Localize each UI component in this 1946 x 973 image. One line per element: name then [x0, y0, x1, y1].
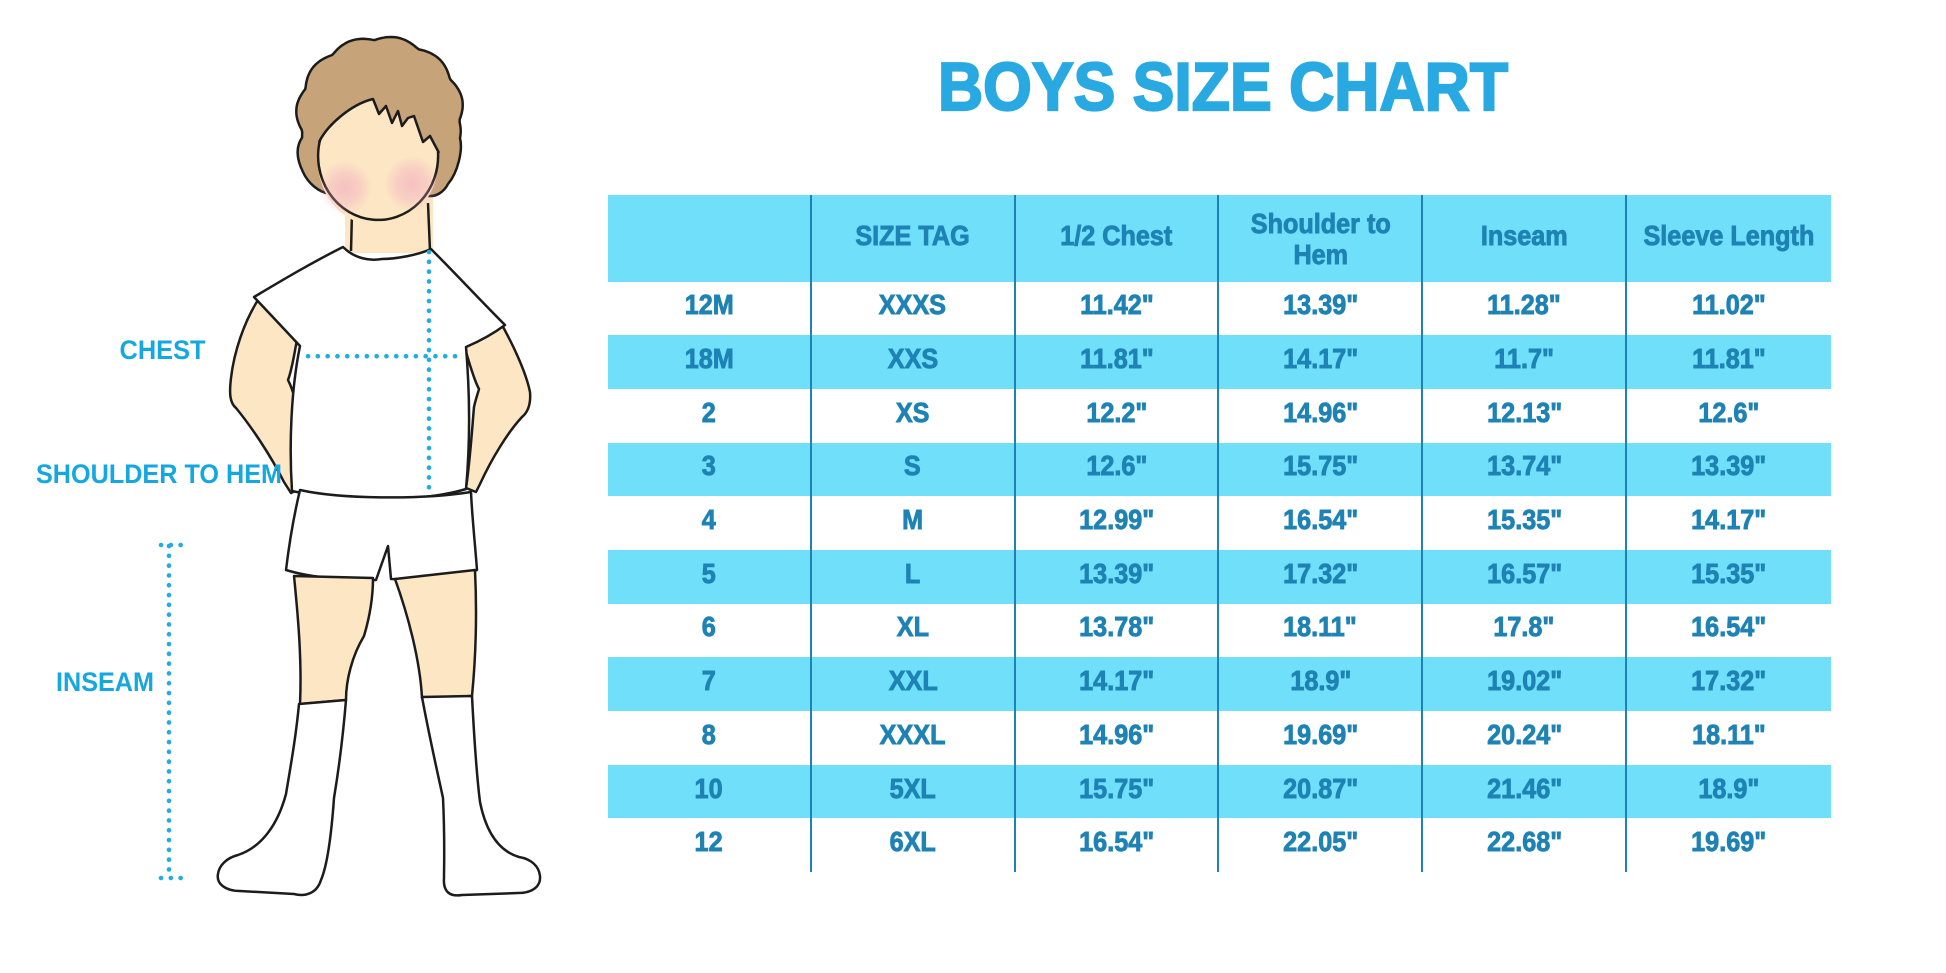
svg-text:SHOULDER TO HEM: SHOULDER TO HEM	[36, 459, 282, 489]
svg-text:INSEAM: INSEAM	[56, 667, 154, 697]
svg-text:CHEST: CHEST	[120, 335, 206, 365]
